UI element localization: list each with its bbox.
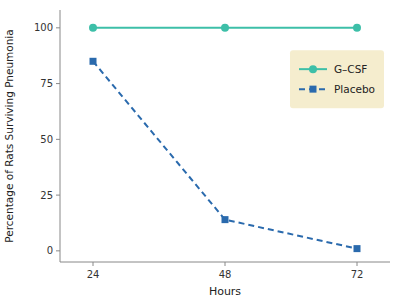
x-tick-label: 24 <box>87 269 100 280</box>
legend-box <box>290 50 384 108</box>
series-point <box>89 24 97 32</box>
series-point <box>222 216 229 223</box>
series-point <box>353 24 361 32</box>
x-tick <box>93 262 94 266</box>
chart-svg: 24 48 72 0 25 50 75 100 Hours Percentage of Rats … <box>0 0 400 303</box>
y-axis-label: Percentage of Rats Surviving Pneumonia <box>3 29 15 242</box>
x-tick <box>357 262 358 266</box>
y-tick <box>56 139 60 140</box>
series-point <box>221 24 229 32</box>
chart-container: 24 48 72 0 25 50 75 100 Hours Percentage of Rats … <box>0 0 400 303</box>
legend: G–CSF Placebo <box>290 50 384 108</box>
x-tick-label: 48 <box>219 269 232 280</box>
y-tick <box>56 195 60 196</box>
y-tick-label: 100 <box>34 22 53 33</box>
legend-label: G–CSF <box>334 63 367 75</box>
series-point <box>90 58 97 65</box>
y-tick <box>56 250 60 251</box>
y-tick <box>56 27 60 28</box>
x-tick <box>225 262 226 266</box>
x-tick-label: 72 <box>351 269 364 280</box>
x-axis-label: Hours <box>209 285 241 298</box>
series-point <box>354 245 361 252</box>
legend-label: Placebo <box>334 83 375 95</box>
y-tick <box>56 83 60 84</box>
y-tick-label: 25 <box>40 190 53 201</box>
legend-marker <box>309 86 316 93</box>
y-axis-line <box>60 10 61 262</box>
y-tick-label: 50 <box>40 134 53 145</box>
y-tick-label: 0 <box>47 245 53 256</box>
legend-marker <box>309 65 317 73</box>
y-tick-label: 75 <box>40 78 53 89</box>
